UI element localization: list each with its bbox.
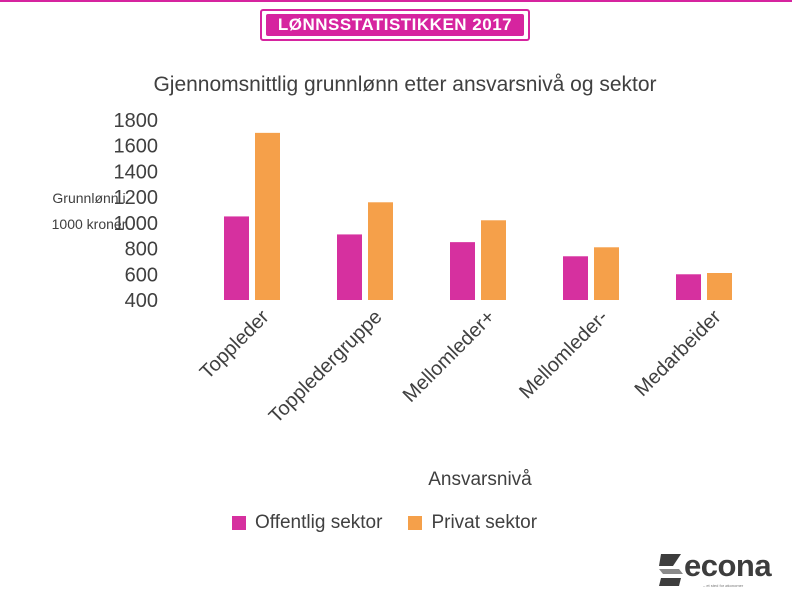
y-tick-label: 600 bbox=[125, 264, 158, 286]
legend-item-offentlig: Offentlig sektor bbox=[232, 512, 382, 534]
y-tick-label: 800 bbox=[125, 239, 158, 261]
legend-label-offentlig: Offentlig sektor bbox=[255, 512, 383, 533]
bar-privat-3 bbox=[594, 247, 619, 300]
x-tick-label: Mellomleder- bbox=[515, 306, 612, 403]
x-tick-label: Medarbeider bbox=[631, 306, 726, 401]
bar-privat-1 bbox=[368, 202, 393, 300]
y-tick-label: 1200 bbox=[114, 187, 159, 209]
y-axis-label-line2: 1000 kroner bbox=[52, 216, 127, 232]
bar-offentlig-0 bbox=[224, 216, 249, 300]
top-accent-line bbox=[0, 0, 792, 2]
y-axis-ticks: 400 600 800 1000 1200 1400 1600 1800 bbox=[114, 110, 159, 312]
x-tick-label: Toppledergruppe bbox=[265, 306, 387, 428]
econa-logo: econa – et sted for økonomer bbox=[657, 548, 777, 590]
chart-legend: Offentlig sektor Privat sektor bbox=[232, 512, 537, 534]
x-tick-label: Mellomleder+ bbox=[399, 306, 500, 407]
bar-privat-4 bbox=[707, 273, 732, 300]
legend-item-privat: Privat sektor bbox=[408, 512, 537, 534]
y-tick-label: 1000 bbox=[114, 213, 159, 235]
bar-offentlig-2 bbox=[450, 242, 475, 300]
x-tick-label: Toppleder bbox=[196, 306, 274, 384]
legend-swatch-privat bbox=[408, 516, 423, 530]
y-tick-label: 1600 bbox=[114, 136, 159, 158]
bar-offentlig-1 bbox=[337, 234, 362, 300]
legend-label-privat: Privat sektor bbox=[431, 512, 538, 533]
x-axis-label: Ansvarsnivå bbox=[428, 469, 532, 490]
banner-title: LØNNSSTATISTIKKEN 2017 bbox=[266, 14, 524, 36]
legend-swatch-offentlig bbox=[232, 516, 246, 530]
y-axis-label-line1: Grunnlønn i bbox=[52, 190, 125, 206]
chart-title: Gjennomsnittlig grunnlønn etter ansvarsn… bbox=[153, 73, 656, 96]
bar-privat-2 bbox=[481, 220, 506, 300]
y-tick-label: 400 bbox=[125, 290, 158, 312]
bar-offentlig-3 bbox=[563, 256, 588, 300]
logo-wordmark: econa bbox=[684, 548, 772, 583]
title-banner: LØNNSSTATISTIKKEN 2017 bbox=[260, 9, 530, 41]
bars-group bbox=[224, 132, 732, 300]
econa-logo-icon bbox=[659, 554, 683, 586]
bar-privat-0 bbox=[255, 132, 280, 300]
logo-tagline: – et sted for økonomer bbox=[703, 583, 744, 588]
bar-offentlig-4 bbox=[676, 274, 701, 300]
y-tick-label: 1400 bbox=[114, 161, 159, 183]
y-tick-label: 1800 bbox=[114, 110, 159, 132]
